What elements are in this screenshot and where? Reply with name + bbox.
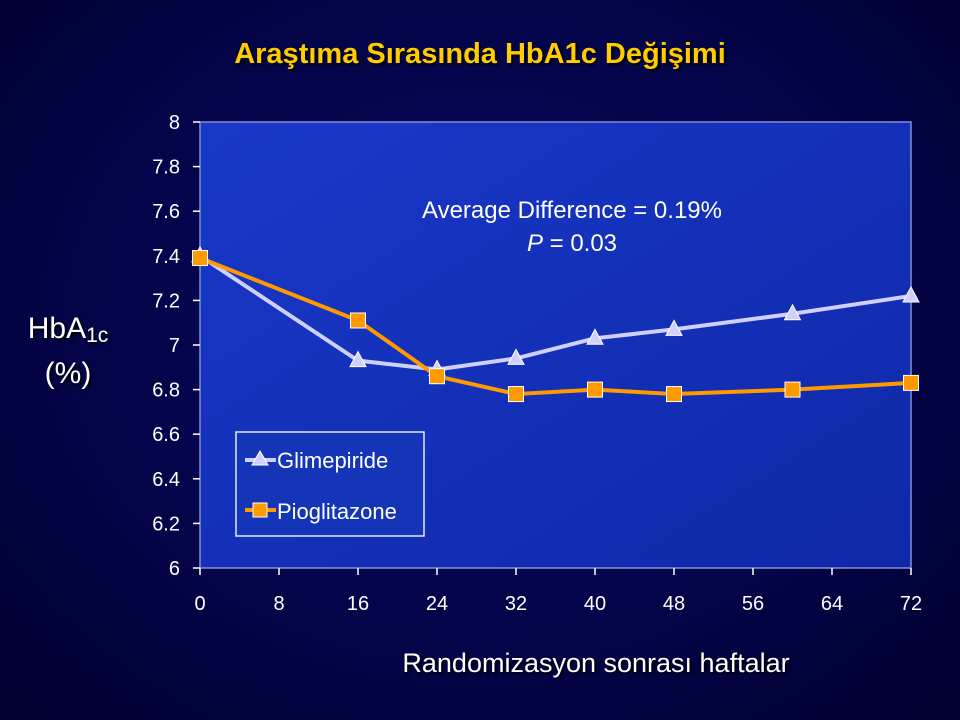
annotation-p-value: P = 0.03: [527, 230, 617, 257]
series-markers: [191, 245, 920, 403]
y-tick-label: 8: [169, 112, 180, 134]
y-axis-label-subscript: 1c: [86, 324, 109, 347]
legend-label-pioglitazone: Pioglitazone: [277, 499, 397, 524]
y-axis-label: HbA1c (%): [22, 310, 114, 393]
x-tick-label: 72: [900, 593, 922, 615]
series-lines: [198, 254, 912, 397]
data-point-pioglitazone: [666, 386, 682, 403]
y-tick-label: 7: [169, 335, 180, 357]
x-tick-label: 16: [347, 593, 369, 615]
data-point-pioglitazone: [429, 368, 445, 385]
annotation-p-rest: = 0.03: [543, 230, 617, 257]
axes: 6 6.2 6.4 6.6 6.8 7 7.2 7.4 7.6 7.8 8 0 8 16 24 32 40 48 5…: [152, 112, 922, 615]
data-point-pioglitazone: [508, 386, 524, 403]
y-tick-label: 6.4: [152, 469, 180, 491]
x-tick-label: 56: [742, 593, 764, 615]
y-tick-label: 7.2: [152, 290, 180, 312]
annotation-average-difference: Average Difference = 0.19%: [422, 197, 722, 224]
annotation-p-letter: P: [527, 230, 543, 257]
data-point-glimepiride: [349, 350, 367, 368]
series-line-pioglitazone: [199, 256, 912, 397]
x-tick-label: 24: [426, 593, 448, 615]
chart-title: Araştıma Sırasında HbA1c Değişimi: [234, 38, 726, 70]
y-tick-label: 6: [169, 558, 180, 580]
y-tick-label: 6.6: [152, 424, 180, 446]
data-point-pioglitazone: [350, 312, 366, 329]
data-point-pioglitazone: [192, 250, 208, 267]
y-tick-label: 6.8: [152, 380, 180, 402]
data-point-glimepiride: [507, 348, 525, 365]
legend-label-glimepiride: Glimepiride: [277, 448, 388, 473]
x-tick-label: 40: [584, 593, 606, 615]
data-point-glimepiride: [783, 303, 802, 321]
x-tick-label: 32: [505, 593, 527, 615]
y-tick-label: 7.6: [152, 201, 180, 223]
data-point-glimepiride: [665, 319, 683, 336]
y-tick-label: 7.4: [152, 246, 180, 268]
x-tick-label: 0: [194, 593, 205, 615]
y-axis-label-main: HbA: [27, 312, 87, 345]
x-tick-label: 8: [273, 593, 284, 615]
legend-marker-pioglitazone: [252, 502, 268, 518]
legend-box: [235, 431, 425, 537]
x-tick-label: 64: [821, 593, 843, 615]
x-tick-label: 48: [663, 593, 685, 615]
legend-marker-glimepiride: [251, 449, 269, 466]
data-point-glimepiride: [902, 285, 920, 303]
y-tick-label: 7.8: [152, 157, 180, 179]
legend: Glimepiride Pioglitazone: [235, 431, 425, 537]
x-axis-label: Randomizasyon sonrası haftalar: [402, 648, 790, 678]
data-point-glimepiride: [586, 328, 604, 345]
y-axis-label-unit: (%): [44, 357, 92, 390]
series-line-glimepiride: [198, 254, 912, 372]
x-axis-label-wrap: Randomizasyon sonrası haftalar: [0, 648, 960, 679]
data-point-pioglitazone: [784, 381, 801, 398]
data-point-pioglitazone: [587, 381, 603, 398]
y-tick-label: 6.2: [152, 513, 180, 535]
data-point-pioglitazone: [903, 374, 919, 391]
